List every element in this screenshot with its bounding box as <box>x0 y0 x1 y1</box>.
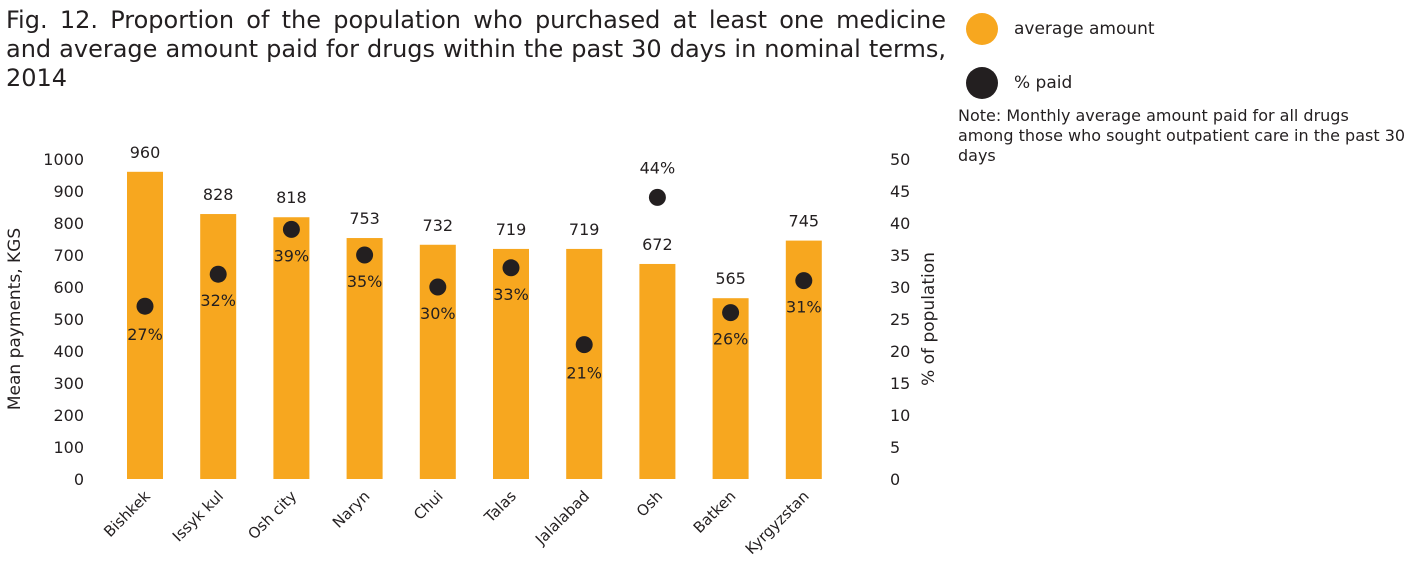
bar-value-label: 960 <box>130 143 161 162</box>
point-percent-paid <box>282 220 300 238</box>
point-percent-label: 27% <box>127 325 163 344</box>
bar-average-amount <box>200 214 237 479</box>
legend-item-percent-paid: % paid <box>966 66 1406 100</box>
percent-paid-swatch <box>966 67 998 99</box>
category-tick-label: Osh city <box>244 487 300 543</box>
chart-area: 0 100 200 300 400 500 600 700 800 900 1000 0 5 10 15 20… <box>5 143 939 558</box>
left-axis-tick-label: 900 <box>53 182 84 201</box>
category-tick-label: Issyk kul <box>169 487 227 545</box>
bar-value-label: 828 <box>203 185 234 204</box>
bar-average-amount <box>127 171 163 480</box>
point-percent-paid <box>136 297 154 315</box>
category-tick-label: Osh <box>633 487 666 520</box>
point-percent-label: 30% <box>420 304 456 323</box>
left-axis-tick-label: 1000 <box>43 150 84 169</box>
bar-average-amount <box>712 298 749 479</box>
right-axis-tick-label: 0 <box>890 470 900 489</box>
left-axis-tick-label: 400 <box>53 342 84 361</box>
left-axis-tick-label: 300 <box>53 374 84 393</box>
legend: average amount % paid <box>966 12 1406 120</box>
category-tick-label: Jalalabad <box>531 487 593 549</box>
category-tick-label: Chui <box>410 487 447 524</box>
point-percent-paid <box>356 246 374 264</box>
right-axis-tick-label: 35 <box>890 246 910 265</box>
bar-value-label: 565 <box>715 269 746 288</box>
point-percent-paid <box>648 188 666 206</box>
chart-title: Fig. 12. Proportion of the population wh… <box>6 6 946 92</box>
point-percent-label: 33% <box>493 285 529 304</box>
category-tick-label: Kyrgyzstan <box>742 487 813 558</box>
right-axis-tick-label: 40 <box>890 214 910 233</box>
bar-value-label: 753 <box>349 209 380 228</box>
right-axis-tick-label: 45 <box>890 182 910 201</box>
legend-label: average amount <box>1014 19 1155 39</box>
right-axis-tick-label: 5 <box>890 438 900 457</box>
left-axis-tick-label: 500 <box>53 310 84 329</box>
left-axis-tick-label: 100 <box>53 438 84 457</box>
bar-value-label: 745 <box>789 212 820 231</box>
bar-value-label: 719 <box>569 220 600 239</box>
left-axis-tick-label: 700 <box>53 246 84 265</box>
right-axis-tick-label: 20 <box>890 342 910 361</box>
bar-average-amount <box>493 248 529 479</box>
category-tick-label: Batken <box>690 487 740 537</box>
right-axis-title: % of population <box>919 252 939 386</box>
right-axis-tick-label: 10 <box>890 406 910 425</box>
average-amount-swatch <box>966 13 998 45</box>
point-percent-paid <box>795 272 813 290</box>
right-axis-tick-label: 50 <box>890 150 910 169</box>
category-tick-label: Talas <box>480 487 520 527</box>
point-percent-paid <box>575 336 593 354</box>
chart-note: Note: Monthly average amount paid for al… <box>958 106 1406 165</box>
bar-average-amount <box>273 217 310 479</box>
bar-value-label: 672 <box>642 235 673 254</box>
category-tick-label: Naryn <box>329 487 374 532</box>
point-percent-paid <box>209 265 227 283</box>
point-percent-label: 26% <box>713 330 749 349</box>
point-percent-label: 44% <box>640 158 676 177</box>
point-percent-label: 31% <box>786 298 822 317</box>
bar-average-amount <box>639 263 676 479</box>
right-axis-tick-label: 30 <box>890 278 910 297</box>
point-percent-paid <box>722 304 740 322</box>
left-axis-title: Mean payments, KGS <box>5 228 25 410</box>
bar-average-amount <box>566 248 603 479</box>
bar-value-label: 719 <box>496 220 527 239</box>
left-axis-tick-label: 200 <box>53 406 84 425</box>
category-tick-label: Bishkek <box>100 487 154 541</box>
bar-value-label: 732 <box>423 216 454 235</box>
left-axis-tick-label: 0 <box>74 470 84 489</box>
legend-item-average-amount: average amount <box>966 12 1406 46</box>
legend-label: % paid <box>1014 73 1073 93</box>
point-percent-label: 32% <box>200 291 236 310</box>
point-percent-label: 21% <box>566 364 602 383</box>
left-axis-tick-label: 800 <box>53 214 84 233</box>
left-axis-tick-label: 600 <box>53 278 84 297</box>
point-percent-paid <box>502 259 520 277</box>
right-axis-tick-label: 25 <box>890 310 910 329</box>
point-percent-paid <box>429 278 447 296</box>
point-percent-label: 35% <box>347 272 383 291</box>
bar-value-label: 818 <box>276 188 307 207</box>
bar-average-amount <box>346 238 383 479</box>
point-percent-label: 39% <box>274 246 310 265</box>
right-axis-tick-label: 15 <box>890 374 910 393</box>
